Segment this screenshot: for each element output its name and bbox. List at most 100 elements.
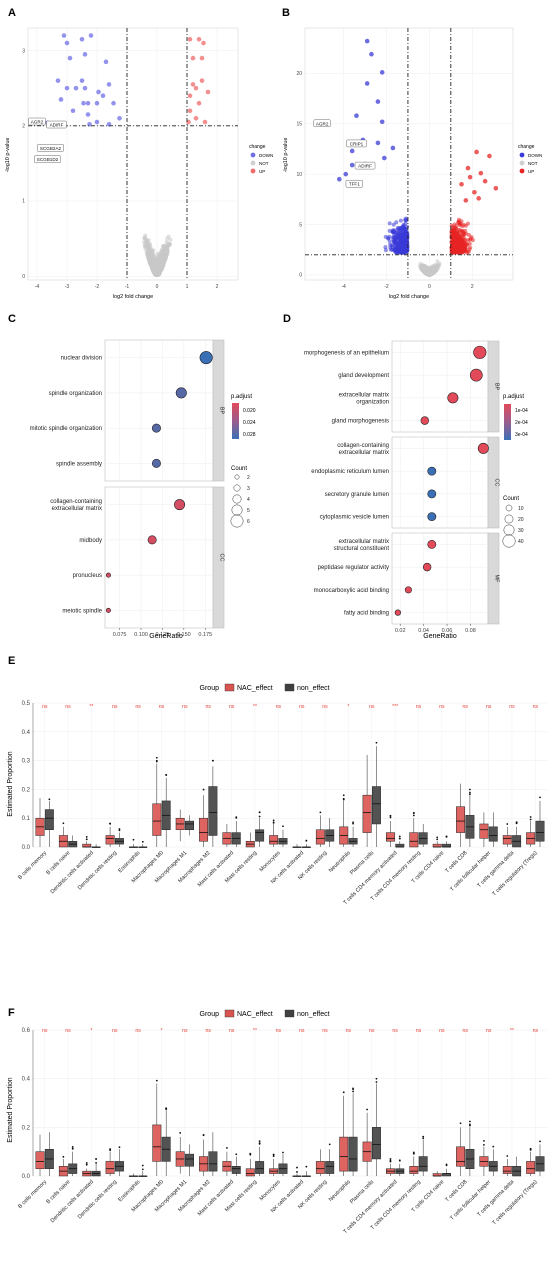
- box-non: [185, 1153, 194, 1167]
- y-tick-label: 0.4: [22, 1077, 31, 1083]
- panel-c: C BP nuclear division spindle organization…: [8, 313, 256, 640]
- box-nac: [479, 823, 489, 839]
- volcano-point-down: [391, 228, 396, 233]
- size-legend-label: 5: [247, 508, 250, 514]
- x-tick-label: -1: [125, 284, 130, 290]
- gene-label-box: [37, 144, 64, 152]
- volcano-point-down: [383, 248, 388, 253]
- volcano-point-not: [142, 239, 147, 244]
- outlier-point: [212, 759, 214, 762]
- outlier-point: [436, 836, 439, 839]
- y-tick-label: 0: [299, 273, 302, 279]
- volcano-point-up: [463, 223, 468, 228]
- y-tick-label: 0.0: [22, 845, 31, 851]
- outlier-point: [398, 1159, 401, 1162]
- volcano-point-up: [193, 115, 199, 121]
- legend-swatch-nac: [224, 683, 235, 692]
- box-nac: [456, 1146, 466, 1167]
- facet-strip-label: BP: [219, 407, 225, 415]
- outlier-point: [155, 1079, 158, 1082]
- x-tick-label: -4: [341, 284, 346, 290]
- size-legend-label: 3: [247, 486, 250, 492]
- facet-strip-label: MF: [494, 575, 500, 584]
- volcano-point-down: [61, 33, 67, 38]
- facet-strip: [212, 339, 225, 482]
- panel-a: A -4 -3 -2 -1 0 1 2 0 1 2 3 AGR2 ADIRF SCGB2A2 SCGB1D2…: [5, 7, 273, 300]
- outlier-point: [342, 794, 345, 797]
- y-tick-label: 15: [296, 121, 302, 127]
- outlier-point: [366, 1108, 368, 1111]
- volcano-point-not: [419, 265, 424, 270]
- volcano-b-legend-title: change: [518, 144, 535, 150]
- category-label: Eosinophils: [117, 850, 141, 874]
- gene-label-box: [346, 139, 367, 148]
- facet-strip-label: BP: [494, 383, 500, 391]
- category-label: Neutrophils: [328, 1179, 352, 1203]
- volcano-b-y-label: -log10 p-value: [283, 138, 289, 173]
- outlier-point: [132, 838, 135, 841]
- legend-swatch-up: [250, 168, 256, 174]
- facet-strip: [212, 486, 225, 629]
- volcano-point-up: [187, 36, 193, 42]
- volcano-point-down: [117, 115, 122, 121]
- volcano-point-not: [168, 237, 173, 242]
- x-tick-label: 0.075: [113, 632, 127, 638]
- enrichment-dot: [427, 489, 437, 499]
- y-tick-label: 3: [22, 48, 25, 54]
- facet-strip-label: CC: [494, 479, 500, 487]
- outlier-point: [412, 1151, 415, 1154]
- volcano-point-up: [201, 40, 206, 46]
- outlier-point: [469, 788, 471, 791]
- significance-label: *: [347, 704, 349, 710]
- box-nac: [456, 806, 466, 833]
- term-label: spindle organization: [49, 391, 102, 397]
- dotplot-c-x-label: GeneRatio: [149, 633, 183, 640]
- box-non: [208, 1151, 218, 1172]
- volcano-point-down: [390, 145, 396, 151]
- size-legend-circle: [232, 494, 242, 504]
- outlier-point: [389, 1158, 392, 1160]
- outlier-point: [226, 1147, 228, 1149]
- volcano-point-up: [465, 165, 471, 171]
- outlier-point: [469, 793, 471, 796]
- volcano-point-up: [190, 82, 196, 87]
- volcano-point-not: [435, 263, 440, 268]
- outlier-point: [539, 1140, 541, 1143]
- volcano-point-down: [369, 51, 374, 57]
- volcano-point-down: [100, 93, 106, 99]
- category-label: Eosinophils: [117, 1179, 141, 1203]
- box-nac: [315, 1161, 325, 1174]
- outlier-point: [305, 1165, 308, 1168]
- color-legend-tick: 0.028: [243, 432, 256, 438]
- outlier-point: [445, 1163, 448, 1166]
- volcano-point-down: [64, 40, 70, 46]
- panel-letter-f: F: [8, 1007, 15, 1019]
- volcano-point-down: [79, 78, 85, 83]
- significance-label: *: [160, 1028, 162, 1034]
- significance-label: ns: [276, 1028, 282, 1034]
- outlier-point: [141, 1168, 144, 1171]
- volcano-point-not: [147, 244, 152, 249]
- significance-label: ns: [229, 704, 235, 710]
- x-tick-label: 0: [428, 284, 431, 290]
- outlier-point: [459, 1122, 462, 1125]
- volcano-point-down: [387, 234, 392, 239]
- facet-strip-label: CC: [219, 554, 225, 562]
- x-tick-label: -3: [65, 284, 70, 290]
- volcano-a: -4 -3 -2 -1 0 1 2 0 1 2 3 AGR2 ADIRF SCGB2A2 SCGB1D2: [22, 28, 238, 290]
- facet-panel: [104, 339, 214, 482]
- gene-label: TFF1: [349, 182, 360, 187]
- x-tick-label: 2: [471, 284, 474, 290]
- volcano-point-not: [161, 251, 166, 256]
- box-nac: [526, 1161, 536, 1174]
- outlier-point: [62, 822, 65, 825]
- size-legend-label: 10: [518, 506, 524, 512]
- significance-label: ns: [346, 1028, 352, 1034]
- enrichment-dot: [147, 535, 157, 545]
- volcano-point-up: [463, 237, 468, 242]
- legend-label-non: non_effect: [297, 1011, 330, 1018]
- enrichment-dot: [105, 572, 111, 578]
- outlier-point: [85, 1163, 88, 1166]
